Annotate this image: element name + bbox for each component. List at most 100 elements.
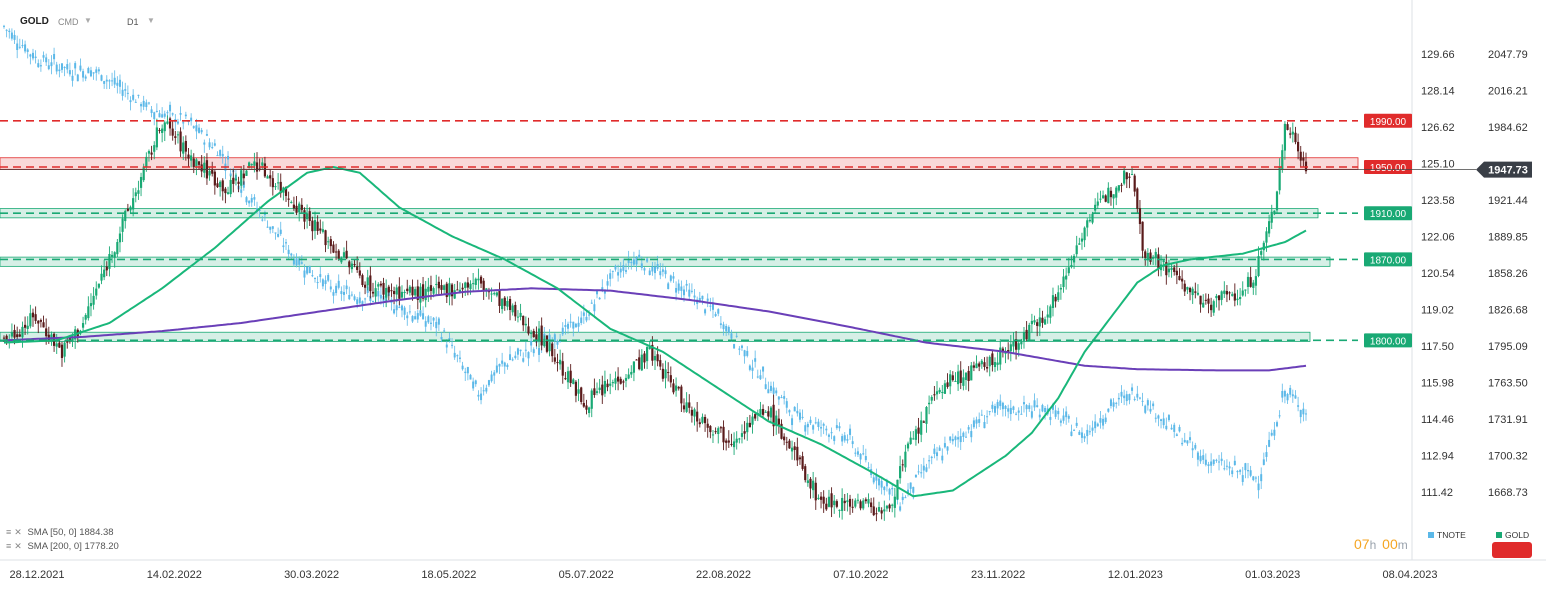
x-axis-tick: 01.03.2023 (1245, 569, 1300, 581)
gold-candle (453, 290, 456, 299)
gold-candle (522, 315, 525, 326)
market-label[interactable]: CMD (58, 17, 79, 27)
tnote-body (509, 354, 512, 361)
timeframe-dropdown-icon[interactable]: ▼ (147, 16, 155, 25)
gold-candle (1043, 319, 1047, 325)
level-badge-1990.00[interactable] (1364, 113, 1412, 128)
market-dropdown-icon[interactable]: ▼ (84, 16, 92, 25)
gold-candle (300, 204, 303, 210)
right-axis-tick: 1826.68 (1488, 305, 1528, 317)
gold-candle (1296, 141, 1300, 152)
settings-icon[interactable]: ≡ (6, 541, 12, 551)
tnote-body (1152, 403, 1155, 407)
gold-candle (124, 210, 127, 222)
gold-candle (153, 145, 156, 152)
settings-icon[interactable]: ≡ (6, 527, 12, 537)
gold-candle (134, 192, 137, 197)
tnote-body (1175, 434, 1178, 436)
tnote-body (748, 365, 751, 370)
gold-candle (1078, 243, 1081, 245)
tnote-body (574, 323, 577, 328)
gold-candle (1033, 320, 1036, 323)
tnote-body (1249, 470, 1252, 476)
tnote-body (1017, 410, 1020, 413)
tnote-body (1160, 419, 1163, 421)
gold-candle (1012, 341, 1015, 347)
tnote-body (740, 345, 743, 348)
gold-candle (132, 198, 135, 210)
gold-candle (1299, 151, 1302, 161)
tnote-body (10, 32, 13, 39)
tnote-body (358, 297, 361, 304)
tnote-body (936, 452, 939, 457)
tnote-body (58, 69, 61, 72)
gold-candle (374, 288, 377, 297)
tnote-body (743, 350, 746, 357)
gold-candle (856, 499, 860, 501)
tnote-body (1199, 455, 1202, 462)
tnote-body (567, 323, 570, 329)
gold-candle (200, 164, 203, 172)
tnote-body (350, 294, 353, 296)
tnote-body (316, 282, 319, 284)
sma200-legend[interactable]: ≡ ✕ SMA [200, 0] 1778.20 (6, 541, 119, 552)
tnote-body (161, 114, 164, 118)
timeframe-label[interactable]: D1 (127, 17, 139, 27)
tnote-body (229, 173, 232, 177)
gold-candle (701, 416, 704, 423)
tnote-body (685, 283, 688, 286)
gold-candle (611, 382, 614, 384)
gold-legend[interactable]: GOLD (1496, 530, 1529, 540)
gold-candle (176, 134, 180, 136)
gold-candle (89, 303, 93, 307)
tnote-body (427, 316, 430, 323)
gold-candle (219, 181, 222, 188)
tnote-body (203, 142, 206, 145)
level-badge-1870.00[interactable] (1364, 252, 1412, 267)
gold-candle (862, 500, 865, 509)
tnote-body (1112, 402, 1115, 407)
tnote-body (74, 63, 77, 69)
tnote-body (669, 275, 672, 281)
gold-candle (42, 322, 45, 328)
level-badge-1950.00[interactable] (1364, 159, 1412, 174)
tnote-body (980, 414, 983, 416)
tnote-body (89, 70, 92, 77)
close-icon[interactable]: ✕ (14, 541, 22, 551)
tnote-body (1260, 474, 1263, 482)
gold-candle (577, 389, 580, 394)
sma50-legend[interactable]: ≡ ✕ SMA [50, 0] 1884.38 (6, 527, 114, 538)
tnote-body (833, 436, 836, 442)
gold-candle (366, 277, 369, 286)
tnote-body (445, 344, 448, 348)
tnote-body (862, 453, 865, 455)
tnote-body (1186, 440, 1189, 444)
level-label-1990.00: 1990.00 (1370, 117, 1407, 128)
gold-candle (1270, 211, 1273, 223)
gold-candle (1028, 324, 1031, 340)
sell-button[interactable] (1492, 542, 1532, 558)
gold-candle (901, 464, 904, 466)
tnote-body (978, 419, 981, 423)
tnote-body (785, 401, 788, 408)
tnote-body (118, 79, 121, 87)
tnote-body (719, 323, 722, 325)
tnote-body (416, 313, 419, 320)
tnote-body (464, 371, 467, 374)
gold-candle (725, 440, 728, 443)
tnote-legend[interactable]: TNOTE (1428, 530, 1466, 540)
gold-candle (951, 375, 954, 381)
level-badge-1800.00[interactable] (1364, 333, 1412, 348)
gold-candle (751, 416, 754, 425)
gold-candle (891, 504, 894, 506)
tnote-body (933, 448, 936, 454)
gold-candle (1075, 245, 1078, 255)
tnote-body (690, 290, 693, 292)
level-badge-1910.00[interactable] (1364, 206, 1412, 221)
close-icon[interactable]: ✕ (14, 527, 22, 537)
symbol-label[interactable]: GOLD (20, 16, 49, 27)
gold-candle (118, 233, 122, 243)
tnote-body (45, 57, 48, 63)
x-axis-tick: 28.12.2021 (9, 569, 64, 581)
